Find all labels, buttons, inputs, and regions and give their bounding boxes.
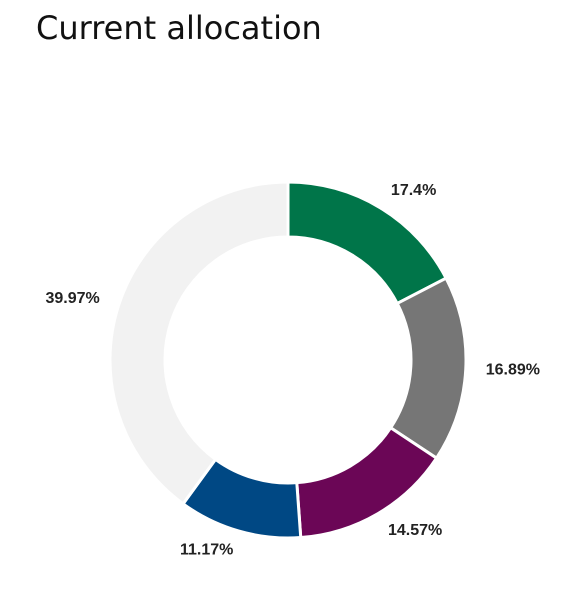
page-title: Current allocation <box>36 9 322 47</box>
donut-slice-1 <box>286 180 449 306</box>
slice-value-label-4: 11.17% <box>180 542 233 559</box>
slice-value-label-3: 14.57% <box>388 522 442 539</box>
donut-slice-5 <box>108 180 290 506</box>
donut-slices <box>108 180 468 540</box>
slice-value-label-5: 39.97% <box>45 290 99 307</box>
donut-slice-2 <box>388 276 468 461</box>
donut-labels: 17.4% 16.89% 14.57% 11.17% 39.97% <box>45 182 540 558</box>
slice-value-label-2: 16.89% <box>486 362 540 379</box>
donut-slice-3 <box>295 425 439 540</box>
slice-value-label-1: 17.4% <box>391 182 436 199</box>
